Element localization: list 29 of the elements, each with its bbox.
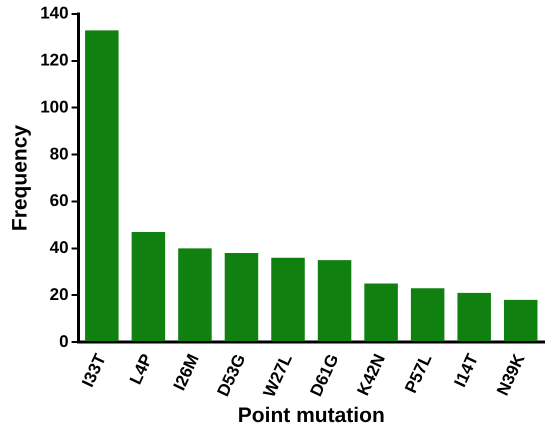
- x-axis-title: Point mutation: [238, 404, 385, 428]
- y-tick-label: 40: [50, 238, 69, 258]
- y-tick-label: 100: [40, 97, 69, 116]
- y-tick-label: 80: [50, 144, 69, 164]
- y-tick-label: 120: [40, 50, 69, 70]
- bar: [457, 292, 491, 342]
- y-tick-label: 140: [40, 4, 69, 23]
- bar: [504, 300, 538, 342]
- x-tick-label: N39K: [493, 350, 529, 398]
- x-tick-label: D53G: [213, 351, 250, 400]
- bar: [271, 258, 305, 342]
- bar: [318, 260, 352, 342]
- bar: [364, 284, 398, 342]
- y-tick-label: 0: [59, 332, 69, 351]
- y-axis-title: Frequency: [8, 124, 32, 232]
- y-tick-label: 60: [50, 191, 69, 210]
- x-tick-label: I14T: [450, 350, 482, 390]
- bar: [132, 232, 166, 342]
- bar: [85, 30, 119, 342]
- x-tick-label: K42N: [353, 351, 389, 398]
- bar: [410, 288, 444, 342]
- bar: [178, 248, 212, 342]
- x-tick-label: D61G: [306, 351, 342, 400]
- x-tick-label: I33T: [78, 350, 110, 390]
- x-tick-label: I26M: [170, 351, 203, 394]
- x-tick-label: P57L: [401, 351, 436, 396]
- x-tick-label: L4P: [126, 351, 156, 388]
- y-tick-label: 20: [50, 284, 69, 304]
- bar: [224, 253, 258, 342]
